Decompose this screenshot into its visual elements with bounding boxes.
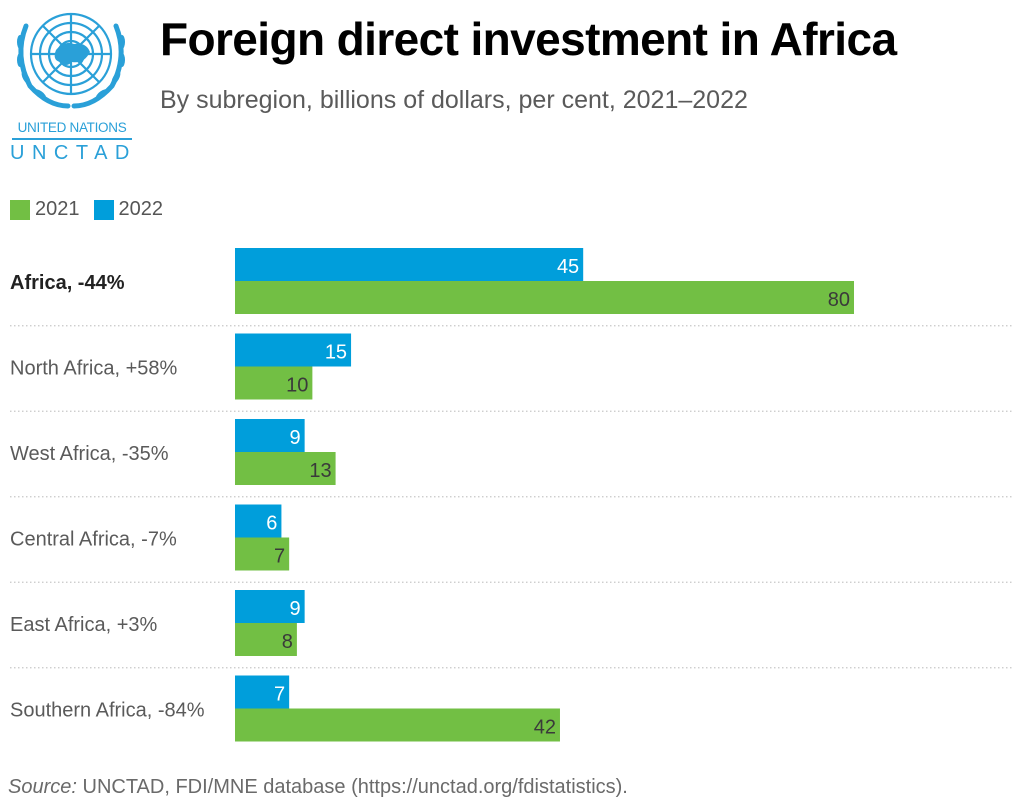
bar-2021: [235, 281, 854, 314]
category-label: East Africa, +3%: [10, 614, 158, 636]
legend-item-2021: 2021: [10, 198, 80, 221]
data-label-2022: 7: [274, 684, 285, 706]
source-text: UNCTAD, FDI/MNE database (https://unctad…: [76, 776, 628, 798]
legend-label-2022: 2022: [118, 198, 164, 220]
legend-item-2022: 2022: [93, 198, 164, 221]
logo-united-nations-text: UNITED NATIONS: [17, 120, 127, 135]
bar-2022: [235, 419, 305, 452]
category-label: Central Africa, -7%: [10, 529, 177, 551]
bar-2022: [235, 333, 352, 367]
category-label: Africa, -44%: [10, 272, 125, 294]
data-label-2022: 6: [266, 513, 277, 535]
category-label: North Africa, +58%: [10, 358, 178, 380]
chart-subtitle: By subregion, billions of dollars, per c…: [160, 86, 748, 114]
unctad-logo: UNITED NATIONS UNCTAD: [8, 6, 134, 164]
bar-2021: [235, 537, 290, 571]
data-label-2022: 45: [557, 256, 579, 278]
bar-2022: [235, 675, 290, 709]
data-label-2021: 42: [534, 717, 556, 739]
bar-2022: [235, 504, 282, 538]
bar-2021: [235, 623, 297, 656]
data-label-2021: 8: [282, 631, 293, 653]
bar-chart: Africa, -44% 45 80 North Africa, +58% 15 10 We…: [10, 248, 1014, 742]
bar-2022: [235, 590, 305, 623]
bar-2022: [235, 248, 584, 281]
category-label: West Africa, -35%: [10, 443, 169, 465]
legend-swatch-2022: [93, 199, 114, 220]
un-emblem-icon: [17, 12, 125, 109]
source-label: Source:: [8, 776, 77, 798]
data-label-2021: 13: [309, 460, 331, 482]
category-label: Southern Africa, -84%: [10, 700, 205, 722]
legend: 2021 2022: [10, 198, 177, 221]
data-label-2022: 9: [290, 427, 301, 449]
chart-title: Foreign direct investment in Africa: [160, 13, 897, 65]
data-label-2021: 10: [286, 375, 308, 397]
data-label-2021: 7: [274, 546, 285, 568]
legend-swatch-2021: [10, 199, 30, 220]
data-label-2022: 15: [325, 342, 347, 364]
logo-unctad-text: UNCTAD: [10, 142, 137, 164]
logo-divider: [12, 138, 132, 140]
source-note: Source: UNCTAD, FDI/MNE database (https:…: [8, 776, 628, 799]
bar-2021: [235, 366, 313, 400]
bar-2021: [235, 452, 336, 485]
legend-label-2021: 2021: [35, 198, 80, 220]
data-label-2021: 80: [828, 289, 850, 311]
data-label-2022: 9: [290, 598, 301, 620]
bar-2021: [235, 708, 560, 742]
